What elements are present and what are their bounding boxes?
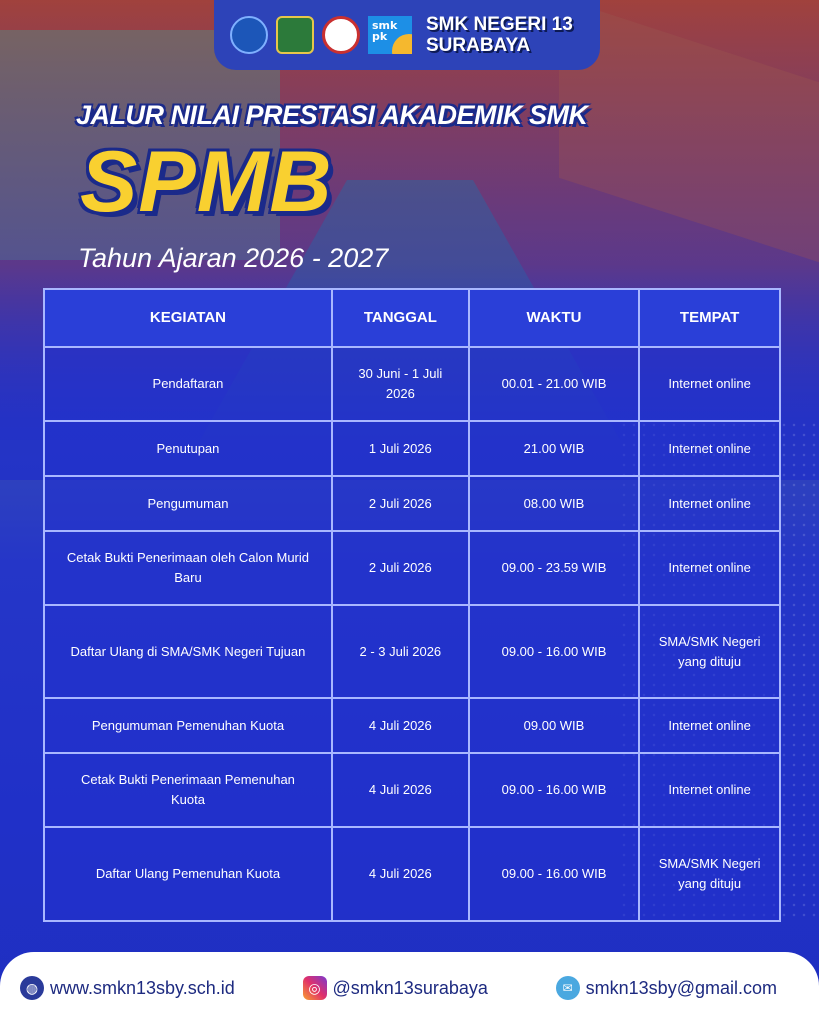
table-cell: 30 Juni - 1 Juli 2026 [330, 346, 470, 422]
instagram-link[interactable]: @smkn13surabaya [332, 977, 488, 998]
table-cell: Internet online [638, 346, 781, 422]
table-cell: 08.00 WIB [467, 475, 641, 532]
table-header: KEGIATAN TANGGAL WAKTU TEMPAT [43, 288, 781, 348]
table-cell: 2 - 3 Juli 2026 [330, 604, 470, 699]
globe-icon: ◍ [20, 976, 44, 1000]
table-cell: Daftar Ulang di SMA/SMK Negeri Tujuan [43, 604, 333, 699]
table-cell: Cetak Bukti Penerimaan oleh Calon Murid … [43, 530, 333, 606]
school-name-line1: SMK NEGERI 13 [426, 14, 573, 35]
table-cell: Internet online [638, 752, 781, 828]
footer: ◍ www.smkn13sby.sch.id ◎ @smkn13surabaya ✉… [0, 952, 819, 1024]
table-row: Penutupan 1 Juli 2026 21.00 WIB Internet on… [43, 420, 781, 477]
table-cell: Pendaftaran [43, 346, 333, 422]
table-cell: Internet online [638, 530, 781, 606]
table-cell: Internet online [638, 697, 781, 754]
table-cell: 2 Juli 2026 [330, 530, 470, 606]
table-row: Daftar Ulang Pemenuhan Kuota 4 Juli 2026 0… [43, 826, 781, 922]
table-cell: 2 Juli 2026 [330, 475, 470, 532]
column-header: TANGGAL [330, 288, 470, 348]
page-title: SPMB [80, 134, 333, 230]
subtitle: JALUR NILAI PRESTASI AKADEMIK SMK [76, 100, 588, 130]
schedule-table: KEGIATAN TANGGAL WAKTU TEMPAT Pendaftaran 30… [43, 288, 781, 922]
header-bar: smk pk SMK NEGERI 13 SURABAYA [214, 0, 600, 70]
table-cell: 00.01 - 21.00 WIB [467, 346, 641, 422]
column-header: WAKTU [467, 288, 641, 348]
table-cell: Cetak Bukti Penerimaan Pemenuhan Kuota [43, 752, 333, 828]
jatim-logo [276, 16, 314, 54]
table-row: Pendaftaran 30 Juni - 1 Juli 2026 00.01 - … [43, 346, 781, 422]
table-cell: 09.00 - 16.00 WIB [467, 752, 641, 828]
table-row: Cetak Bukti Penerimaan oleh Calon Murid … [43, 530, 781, 606]
table-cell: 09.00 - 16.00 WIB [467, 604, 641, 699]
email-link[interactable]: smkn13sby@gmail.com [585, 977, 777, 998]
table-cell: 09.00 - 16.00 WIB [467, 826, 641, 922]
table-cell: 4 Juli 2026 [330, 697, 470, 754]
table-row: Cetak Bukti Penerimaan Pemenuhan Kuota 4 … [43, 752, 781, 828]
table-cell: Pengumuman Pemenuhan Kuota [43, 697, 333, 754]
table-cell: Internet online [638, 420, 781, 477]
table-cell: 1 Juli 2026 [330, 420, 470, 477]
table-cell: Daftar Ulang Pemenuhan Kuota [43, 826, 333, 922]
smkn13-logo [322, 16, 360, 54]
table-cell: SMA/SMK Negeri yang dituju [638, 604, 781, 699]
column-header: KEGIATAN [43, 288, 333, 348]
kemendikbud-logo [230, 16, 268, 54]
table-cell: 4 Juli 2026 [330, 826, 470, 922]
table-row: Pengumuman 2 Juli 2026 08.00 WIB Internet o… [43, 475, 781, 532]
table-cell: Pengumuman [43, 475, 333, 532]
table-cell: Penutupan [43, 420, 333, 477]
table-row: Pengumuman Pemenuhan Kuota 4 Juli 2026 09.… [43, 697, 781, 754]
table-cell: 4 Juli 2026 [330, 752, 470, 828]
instagram-icon: ◎ [302, 976, 327, 1000]
academic-year: Tahun Ajaran 2026 - 2027 [78, 243, 389, 273]
website-contact[interactable]: ◍ www.smkn13sby.sch.id [20, 976, 235, 1000]
table-cell: 21.00 WIB [467, 420, 641, 477]
table-cell: 09.00 - 23.59 WIB [467, 530, 641, 606]
smk-pk-logo: smk pk [368, 16, 412, 54]
table-row: Daftar Ulang di SMA/SMK Negeri Tujuan 2 -… [43, 604, 781, 699]
school-name: SMK NEGERI 13 SURABAYA [426, 14, 573, 56]
instagram-contact[interactable]: ◎ @smkn13surabaya [302, 976, 488, 1000]
column-header: TEMPAT [638, 288, 781, 348]
table-cell: 09.00 WIB [467, 697, 641, 754]
table-cell: Internet online [638, 475, 781, 532]
email-contact[interactable]: ✉ smkn13sby@gmail.com [555, 976, 777, 1000]
website-link[interactable]: www.smkn13sby.sch.id [50, 977, 235, 998]
mail-icon: ✉ [555, 976, 580, 1000]
table-cell: SMA/SMK Negeri yang dituju [638, 826, 781, 922]
school-name-line2: SURABAYA [426, 35, 531, 56]
